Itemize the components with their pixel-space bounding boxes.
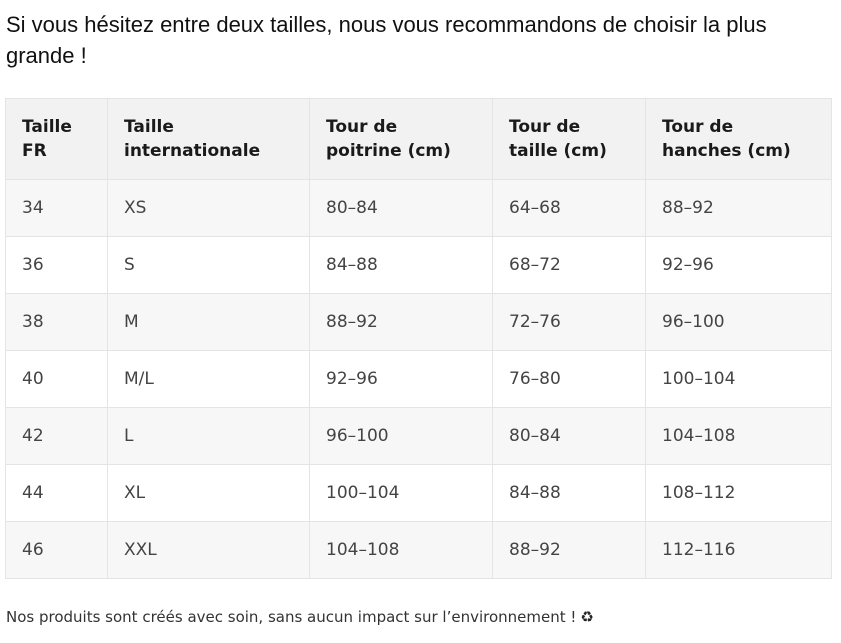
table-cell: 80–84 <box>492 407 646 465</box>
table-cell: 64–68 <box>492 179 646 237</box>
table-cell: XXL <box>107 521 310 579</box>
table-cell: 92–96 <box>645 236 832 294</box>
size-table: Taille FR Taille internationale Tour de … <box>5 98 832 579</box>
header-tour-de-taille: Tour de taille (cm) <box>492 98 646 180</box>
table-row: 46 XXL 104–108 88–92 112–116 <box>5 521 832 579</box>
header-tour-de-poitrine: Tour de poitrine (cm) <box>309 98 493 180</box>
table-cell: 36 <box>5 236 108 294</box>
table-cell: 84–88 <box>309 236 493 294</box>
table-row: 44 XL 100–104 84–88 108–112 <box>5 464 832 522</box>
footer-note-text: Nos produits sont créés avec soin, sans … <box>6 608 577 626</box>
table-cell: 100–104 <box>309 464 493 522</box>
table-cell: 76–80 <box>492 350 646 408</box>
table-cell: 104–108 <box>645 407 832 465</box>
table-cell: M/L <box>107 350 310 408</box>
table-row: 42 L 96–100 80–84 104–108 <box>5 407 832 465</box>
table-cell: 38 <box>5 293 108 351</box>
table-row: 38 M 88–92 72–76 96–100 <box>5 293 832 351</box>
recycle-icon: ♻ <box>580 608 594 626</box>
table-cell: 112–116 <box>645 521 832 579</box>
table-header-row: Taille FR Taille internationale Tour de … <box>5 98 832 180</box>
header-taille-fr: Taille FR <box>5 98 108 180</box>
table-cell: 72–76 <box>492 293 646 351</box>
table-row: 40 M/L 92–96 76–80 100–104 <box>5 350 832 408</box>
table-cell: 88–92 <box>645 179 832 237</box>
table-cell: 92–96 <box>309 350 493 408</box>
table-row: 36 S 84–88 68–72 92–96 <box>5 236 832 294</box>
table-cell: M <box>107 293 310 351</box>
table-cell: 80–84 <box>309 179 493 237</box>
table-cell: S <box>107 236 310 294</box>
table-cell: XL <box>107 464 310 522</box>
table-cell: 46 <box>5 521 108 579</box>
header-tour-de-hanches: Tour de hanches (cm) <box>645 98 832 180</box>
intro-text: Si vous hésitez entre deux tailles, nous… <box>6 12 767 68</box>
table-cell: 88–92 <box>309 293 493 351</box>
table-cell: XS <box>107 179 310 237</box>
table-cell: 44 <box>5 464 108 522</box>
footer-note: Nos produits sont créés avec soin, sans … <box>6 608 836 626</box>
table-cell: 84–88 <box>492 464 646 522</box>
table-cell: 96–100 <box>309 407 493 465</box>
table-cell: 100–104 <box>645 350 832 408</box>
table-cell: 88–92 <box>492 521 646 579</box>
table-cell: 108–112 <box>645 464 832 522</box>
table-cell: L <box>107 407 310 465</box>
table-cell: 104–108 <box>309 521 493 579</box>
header-taille-internationale: Taille internationale <box>107 98 310 180</box>
table-cell: 96–100 <box>645 293 832 351</box>
table-cell: 68–72 <box>492 236 646 294</box>
table-cell: 42 <box>5 407 108 465</box>
table-row: 34 XS 80–84 64–68 88–92 <box>5 179 832 237</box>
table-cell: 40 <box>5 350 108 408</box>
table-cell: 34 <box>5 179 108 237</box>
size-chart: Taille FR Taille internationale Tour de … <box>5 98 832 579</box>
